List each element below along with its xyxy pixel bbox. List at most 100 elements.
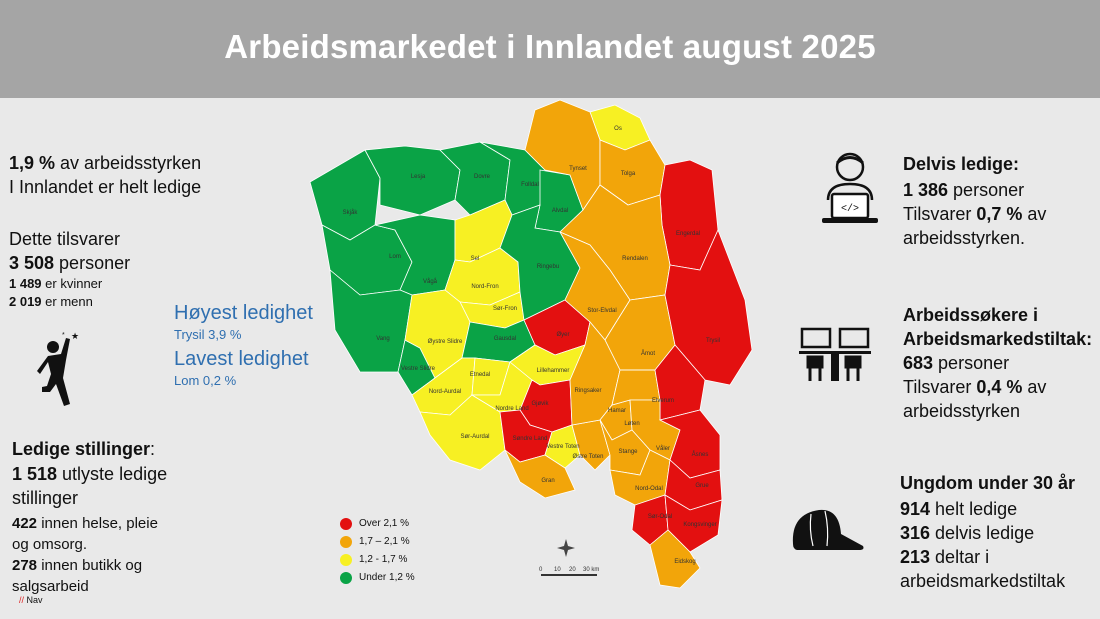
health-line2: og omsorg.: [12, 536, 88, 553]
unemployment-text: av arbeidsstyrken: [55, 153, 202, 173]
municipality-label: Sør-Fron: [493, 306, 517, 312]
cap-icon: [792, 509, 864, 550]
partial-eq-post: av: [1022, 204, 1047, 224]
municipality-label: Nord-Fron: [471, 284, 498, 290]
legend-label: 1,7 – 2,1 %: [359, 536, 410, 547]
legend-swatch: [340, 536, 352, 548]
youth-measure-text: deltar i: [930, 547, 990, 567]
men-text: er menn: [41, 294, 93, 309]
municipality-label: Gausdal: [494, 336, 516, 342]
municipality-label: Åmot: [641, 350, 655, 357]
municipality-label: Vestre Toten: [546, 444, 579, 450]
municipality-label: Vang: [376, 336, 390, 342]
municipality-label: Hamar: [608, 408, 626, 414]
legend-label: Under 1,2 %: [359, 572, 415, 583]
measures-title2: Arbeidsmarkedstiltak:: [903, 329, 1093, 349]
lowest-value: Lom 0,2 %: [174, 373, 237, 388]
partial-title: Delvis ledige:: [903, 154, 1020, 174]
partial-pct: 0,7 %: [976, 204, 1023, 224]
municipality-label: Os: [614, 126, 622, 132]
municipality-label: Sel: [471, 256, 480, 262]
municipality-label: Ringebu: [537, 264, 559, 270]
measures-box: Arbeidssøkere i Arbeidsmarkedstiltak: 68…: [903, 303, 1092, 423]
youth-measure-line2: arbeidsmarkedstiltak: [900, 571, 1066, 591]
classroom-icon: [799, 327, 871, 381]
municipality-label: Etnedal: [470, 372, 490, 378]
municipality-label: Nord-Aurdal: [429, 389, 461, 395]
vacancies-line2: stillinger: [12, 488, 79, 508]
vacancies-title: Ledige stillinger: [12, 439, 151, 459]
municipality-label: Østre Toten: [573, 454, 604, 460]
measures-number: 683: [903, 353, 934, 373]
municipality-label: Eidskog: [674, 559, 695, 565]
partial-line3: arbeidsstyrken.: [903, 228, 1026, 248]
legend-swatch: [340, 554, 352, 566]
men-number: 2 019: [9, 294, 42, 309]
municipality-label: Kongsvinger: [683, 522, 716, 528]
women-text: er kvinner: [41, 276, 103, 291]
municipality-label: Søndre Land: [513, 436, 548, 442]
measures-text: personer: [933, 353, 1010, 373]
municipality-label: Gran: [541, 478, 554, 484]
scale-tick: 30 km: [583, 567, 599, 573]
svg-text:</>: </>: [841, 203, 859, 215]
municipality-label: Lesja: [411, 174, 426, 180]
measures-title1: Arbeidssøkere i: [903, 305, 1039, 325]
measures-line4: arbeidsstyrken: [903, 401, 1021, 421]
municipality-label: Øystre Slidre: [428, 339, 463, 345]
retail-text: innen butikk og: [37, 557, 143, 574]
compass-icon: [557, 539, 575, 557]
partial-number: 1 386: [903, 180, 949, 200]
municipality-label: Alvdal: [552, 208, 568, 214]
measures-eq-text: Tilsvarer: [903, 377, 977, 397]
persons-text: personer: [54, 253, 131, 273]
legend-label: Over 2,1 %: [359, 518, 410, 529]
svg-text:*: *: [62, 332, 65, 339]
vacancies-box: Ledige stillinger: 1 518 utlyste ledige …: [12, 437, 167, 597]
youth-measure-number: 213: [900, 547, 931, 567]
scale-bar: 0 10 20 30 km: [539, 567, 599, 576]
youth-full-text: helt ledige: [930, 499, 1018, 519]
municipality-label: Øyer: [556, 332, 569, 338]
youth-partial-text: delvis ledige: [930, 523, 1035, 543]
unemployment-line2: I Innlandet er helt ledige: [9, 177, 202, 197]
source-label: // Nav: [19, 595, 43, 605]
health-number: 422: [12, 515, 38, 532]
nav-logo-slashes: //: [19, 595, 25, 605]
legend-label: 1,2 - 1,7 %: [359, 554, 408, 565]
municipality-label: Grue: [695, 483, 709, 489]
municipality-label: Tynset: [569, 166, 587, 172]
municipality-label: Folldal: [521, 182, 539, 188]
municipality-label: Sør-Odal: [648, 514, 672, 520]
health-text: innen helse, pleie: [37, 515, 158, 532]
measures-eq-post: av: [1022, 377, 1047, 397]
vacancies-number: 1 518: [12, 464, 58, 484]
legend-swatch: [340, 518, 352, 530]
highest-value: Trysil 3,9 %: [174, 327, 242, 342]
municipality-gran: [504, 449, 576, 499]
municipality-label: Våler: [656, 445, 670, 452]
header-bar: Arbeidsmarkedet i Innlandet august 2025: [0, 0, 1100, 98]
retail-line2: salgsarbeid: [12, 578, 89, 595]
legend-swatch: [340, 572, 352, 584]
partial-eq-text: Tilsvarer: [903, 204, 977, 224]
municipality-eidskog: [649, 529, 701, 589]
youth-full-number: 914: [900, 499, 931, 519]
extremes-box: Høyest ledighet Trysil 3,9 % Lavest ledi…: [174, 300, 313, 390]
scale-tick: 20: [569, 567, 576, 573]
equivalent-label: Dette tilsvarer: [9, 229, 121, 249]
scale-tick: 10: [554, 567, 561, 573]
retail-number: 278: [12, 557, 38, 574]
municipality-label: Engerdal: [676, 231, 700, 237]
unemployment-pct: 1,9 %: [9, 153, 56, 173]
persons-number: 3 508: [9, 253, 55, 273]
partial-text: personer: [948, 180, 1025, 200]
municipality-skjåk: [309, 149, 381, 241]
municipality-label: Nord-Odal: [635, 486, 663, 492]
municipality-label: Skjåk: [343, 209, 359, 216]
women-number: 1 489: [9, 276, 42, 291]
vacancies-text: utlyste ledige: [57, 464, 168, 484]
municipality-label: Trysil: [706, 338, 720, 344]
municipality-trysil: [664, 228, 753, 386]
municipality-label: Ringsaker: [574, 388, 601, 394]
